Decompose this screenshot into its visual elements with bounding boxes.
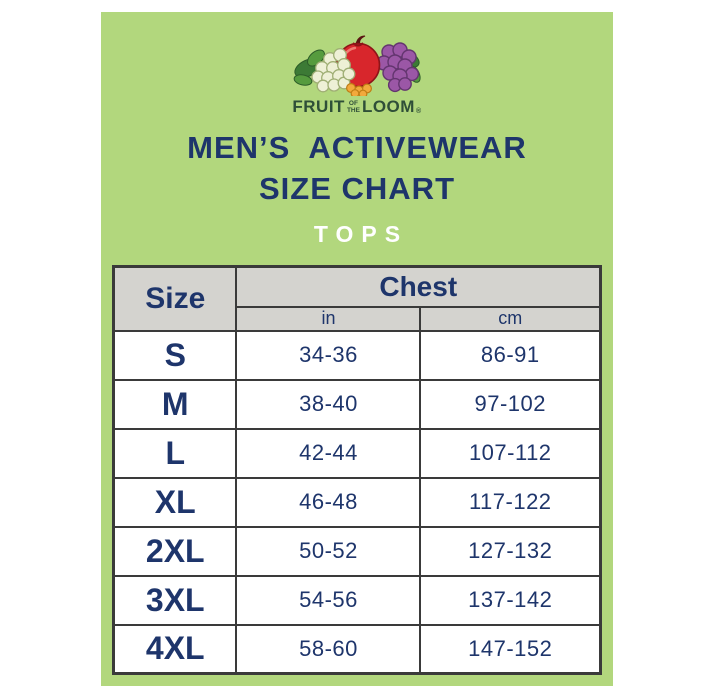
gold-currants-icon <box>345 82 372 99</box>
chest-cm-cell: 97-102 <box>419 378 602 430</box>
table-row: 2XL 50-52 127-132 <box>112 525 602 577</box>
chest-in-cell: 46-48 <box>235 476 422 528</box>
registered-mark-icon: ® <box>415 108 422 115</box>
unit-in-header: in <box>235 305 422 332</box>
purple-grapes-icon <box>376 42 420 93</box>
chest-in-cell: 54-56 <box>235 574 422 626</box>
size-label-cell: XL <box>112 476 238 528</box>
chest-column-header: Chest <box>235 265 602 308</box>
chest-cm-cell: 137-142 <box>419 574 602 626</box>
chest-cm-cell: 86-91 <box>419 329 602 381</box>
table-row: 3XL 54-56 137-142 <box>112 574 602 626</box>
page-title-line1: MEN’S ACTIVEWEAR <box>187 130 527 165</box>
table-row: XL 46-48 117-122 <box>112 476 602 528</box>
size-label-cell: S <box>112 329 238 381</box>
fruit-of-the-loom-logo: FRUIT OF THE LOOM ® <box>101 32 613 116</box>
chest-cm-cell: 147-152 <box>419 623 602 675</box>
table-row: S 34-36 86-91 <box>112 329 602 381</box>
chest-in-cell: 50-52 <box>235 525 422 577</box>
brand-panel: FRUIT OF THE LOOM ® MEN’S ACTIVEWEAR SIZ… <box>101 12 613 686</box>
chest-in-cell: 58-60 <box>235 623 422 675</box>
size-label-cell: 4XL <box>112 623 238 675</box>
chest-in-cell: 34-36 <box>235 329 422 381</box>
chest-in-cell: 38-40 <box>235 378 422 430</box>
wordmark-the: THE <box>346 107 360 114</box>
wordmark-fruit: FRUIT <box>292 97 345 116</box>
size-label-cell: M <box>112 378 238 430</box>
wordmark-of-the: OF THE <box>347 100 360 116</box>
table-row: 4XL 58-60 147-152 <box>112 623 602 675</box>
wordmark-loom: LOOM <box>361 97 415 116</box>
chest-in-cell: 42-44 <box>235 427 422 479</box>
table-row: M 38-40 97-102 <box>112 378 602 430</box>
size-label-cell: 3XL <box>112 574 238 626</box>
chest-cm-cell: 107-112 <box>419 427 602 479</box>
size-column-header: Size <box>112 265 238 332</box>
table-row: L 42-44 107-112 <box>112 427 602 479</box>
chest-cm-cell: 127-132 <box>419 525 602 577</box>
wordmark-of: OF <box>348 100 358 107</box>
page-title-line2: SIZE CHART <box>259 171 455 206</box>
unit-cm-header: cm <box>419 305 602 332</box>
chest-cm-cell: 117-122 <box>419 476 602 528</box>
logo-wordmark: FRUIT OF THE LOOM ® <box>101 97 613 116</box>
size-chart-table: Size Chest in cm S 34-36 86-91 M 38-40 9… <box>111 265 602 675</box>
white-grapes-icon <box>311 48 356 93</box>
size-label-cell: L <box>112 427 238 479</box>
fruit-cluster-icon <box>293 35 421 99</box>
subtitle-tops: TOPS <box>313 221 409 247</box>
size-label-cell: 2XL <box>112 525 238 577</box>
